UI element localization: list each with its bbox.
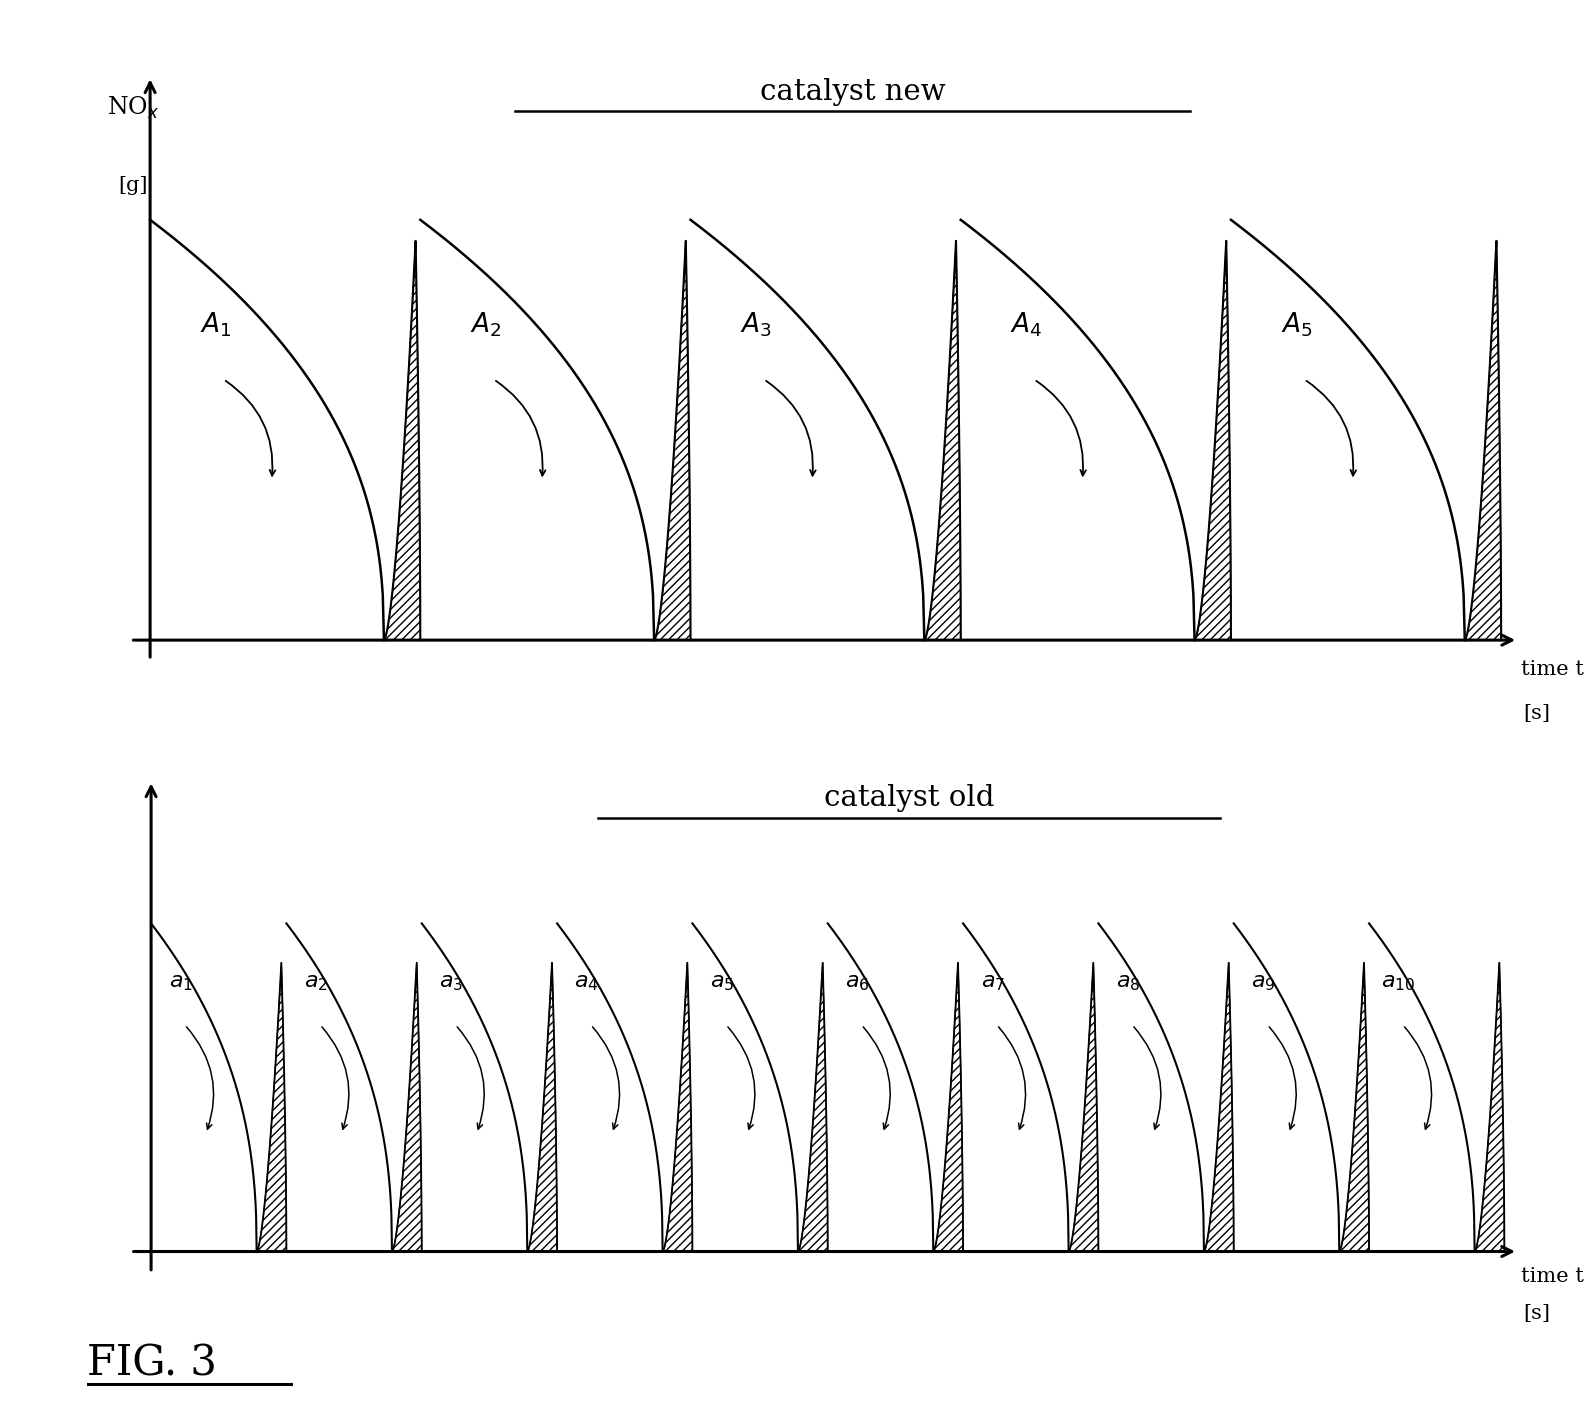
Polygon shape — [527, 963, 558, 1252]
Text: $A_{4}$: $A_{4}$ — [1011, 310, 1042, 340]
Text: $A_{2}$: $A_{2}$ — [470, 310, 502, 340]
Polygon shape — [1465, 241, 1502, 640]
Polygon shape — [391, 963, 421, 1252]
Text: catalyst old: catalyst old — [824, 784, 995, 813]
Text: time t: time t — [1521, 660, 1584, 678]
Polygon shape — [1069, 963, 1098, 1252]
Text: $a_{9}$: $a_{9}$ — [1251, 971, 1275, 994]
Polygon shape — [654, 241, 691, 640]
Text: $a_{1}$: $a_{1}$ — [168, 971, 193, 994]
Polygon shape — [933, 963, 963, 1252]
Polygon shape — [383, 241, 420, 640]
Text: [s]: [s] — [1524, 1304, 1551, 1324]
Text: $a_{7}$: $a_{7}$ — [980, 971, 1004, 994]
Polygon shape — [1204, 963, 1234, 1252]
Text: $a_{10}$: $a_{10}$ — [1381, 971, 1416, 994]
Text: $A_{1}$: $A_{1}$ — [200, 310, 231, 340]
Text: NO$_x$: NO$_x$ — [108, 95, 160, 120]
Polygon shape — [1194, 241, 1231, 640]
Text: $a_{3}$: $a_{3}$ — [439, 971, 464, 994]
Text: FIG. 3: FIG. 3 — [87, 1342, 217, 1385]
Polygon shape — [257, 963, 287, 1252]
Text: $a_{6}$: $a_{6}$ — [844, 971, 870, 994]
Polygon shape — [662, 963, 692, 1252]
Text: time t: time t — [1521, 1267, 1584, 1286]
Polygon shape — [1475, 963, 1505, 1252]
Polygon shape — [925, 241, 961, 640]
Text: [s]: [s] — [1524, 704, 1551, 724]
Text: $a_{4}$: $a_{4}$ — [575, 971, 599, 994]
Polygon shape — [1340, 963, 1369, 1252]
Polygon shape — [798, 963, 828, 1252]
Text: $a_{5}$: $a_{5}$ — [710, 971, 733, 994]
Text: $A_{5}$: $A_{5}$ — [1280, 310, 1312, 340]
Text: $A_{3}$: $A_{3}$ — [740, 310, 771, 340]
Text: [g]: [g] — [119, 176, 147, 195]
Text: catalyst new: catalyst new — [760, 78, 946, 106]
Text: $a_{8}$: $a_{8}$ — [1115, 971, 1140, 994]
Text: $a_{2}$: $a_{2}$ — [304, 971, 328, 994]
